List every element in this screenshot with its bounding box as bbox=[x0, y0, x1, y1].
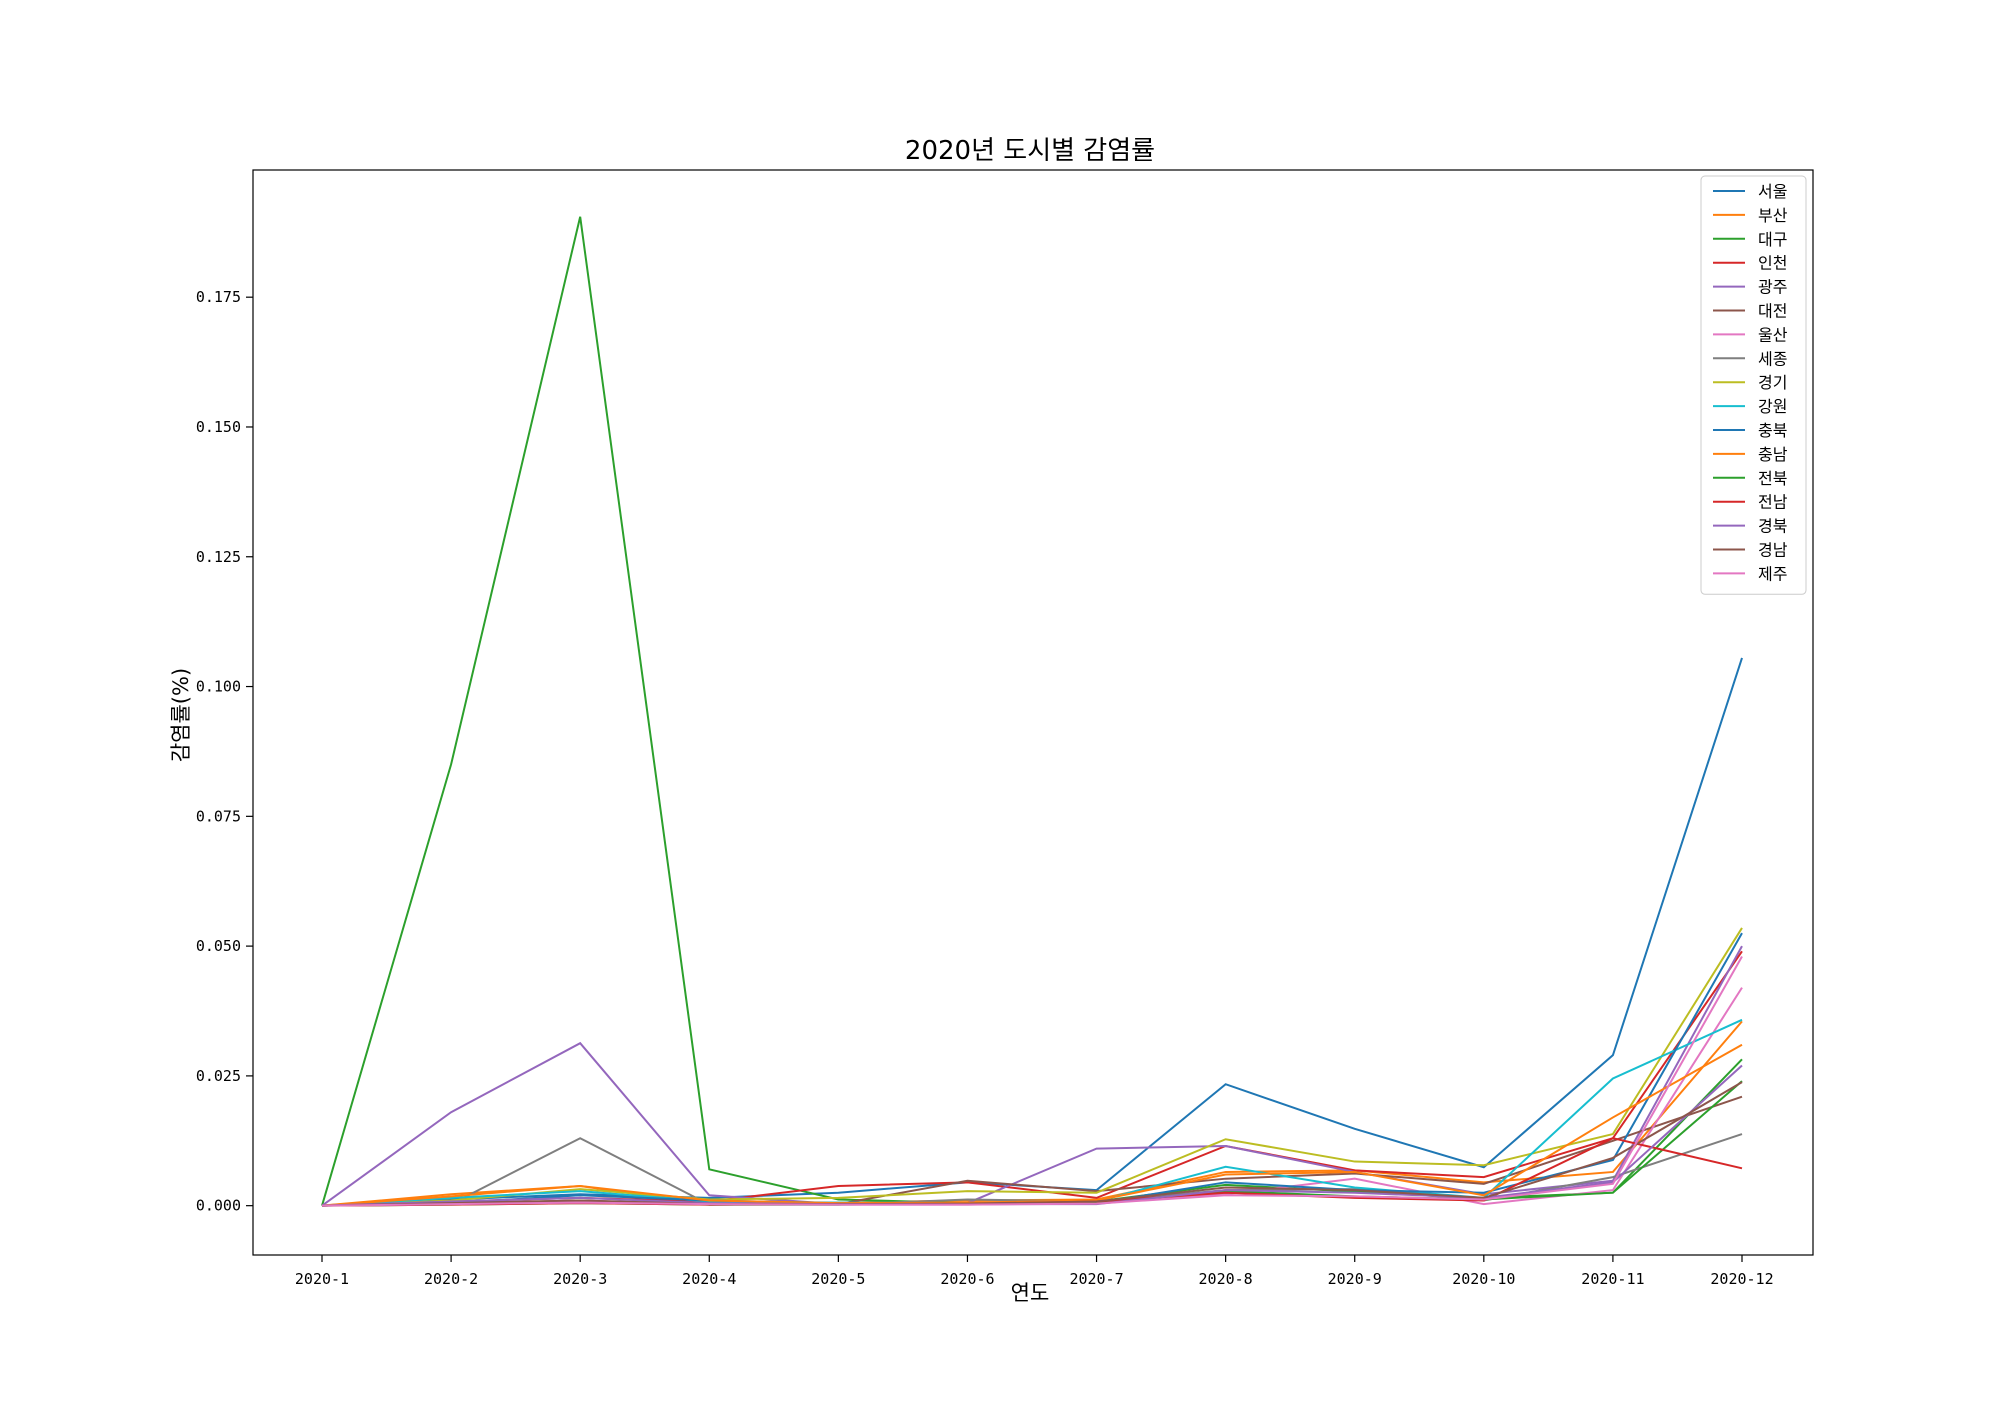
legend-label: 세종 bbox=[1758, 349, 1787, 368]
plot-frame bbox=[252, 169, 1814, 1256]
legend-box bbox=[1700, 175, 1807, 595]
y-tick-label: 0.150 bbox=[196, 418, 241, 436]
series-line-16 bbox=[321, 1081, 1743, 1207]
series-line-17 bbox=[321, 956, 1743, 1207]
legend-label: 대전 bbox=[1758, 302, 1787, 321]
x-tick-label: 2020-9 bbox=[1328, 1270, 1382, 1288]
legend-label: 전북 bbox=[1758, 469, 1787, 488]
x-tick-label: 2020-4 bbox=[682, 1270, 736, 1288]
legend-label: 대구 bbox=[1758, 230, 1787, 249]
plot-area: 2020-1 2020-2 2020-3 2020-4 2020-5 2020-6 2020… bbox=[196, 169, 1814, 1288]
x-tick-label: 2020-7 bbox=[1069, 1270, 1123, 1288]
x-tick-label: 2020-3 bbox=[553, 1270, 607, 1288]
legend-label: 충남 bbox=[1758, 445, 1788, 464]
legend-label: 인천 bbox=[1758, 254, 1787, 273]
legend-label: 제주 bbox=[1758, 564, 1787, 583]
y-tick-label: 0.050 bbox=[196, 937, 241, 955]
x-tick-label: 2020-1 bbox=[295, 1270, 349, 1288]
legend-label: 서울 bbox=[1758, 182, 1787, 201]
x-tick-label: 2020-5 bbox=[811, 1270, 865, 1288]
legend-label: 울산 bbox=[1758, 325, 1788, 344]
y-tick-label: 0.100 bbox=[196, 678, 241, 696]
y-axis-label: 감염률(%) bbox=[169, 668, 193, 762]
y-tick-label: 0.025 bbox=[196, 1067, 241, 1085]
series-line-9 bbox=[321, 927, 1743, 1207]
legend-label: 광주 bbox=[1758, 278, 1787, 297]
x-tick-label: 2020-10 bbox=[1452, 1270, 1515, 1288]
y-tick-label: 0.125 bbox=[196, 548, 241, 566]
legend-label: 부산 bbox=[1758, 206, 1788, 225]
legend-label: 경기 bbox=[1758, 373, 1787, 392]
x-tick-label: 2020-8 bbox=[1199, 1270, 1253, 1288]
legend-label: 강원 bbox=[1758, 397, 1787, 416]
y-tick-label: 0.175 bbox=[196, 288, 241, 306]
y-tick-label: 0.075 bbox=[196, 807, 241, 825]
legend-label: 경북 bbox=[1758, 517, 1787, 536]
x-tick-label: 2020-12 bbox=[1710, 1270, 1773, 1288]
legend-label: 전남 bbox=[1758, 493, 1788, 512]
legend-label: 경남 bbox=[1758, 541, 1788, 560]
series-line-12 bbox=[321, 1043, 1743, 1207]
chart-title: 2020년 도시별 감염률 bbox=[905, 136, 1155, 166]
x-tick-label: 2020-11 bbox=[1581, 1270, 1644, 1288]
legend-label: 충북 bbox=[1758, 421, 1787, 440]
y-tick-label: 0.000 bbox=[196, 1197, 241, 1215]
x-tick-label: 2020-6 bbox=[940, 1270, 994, 1288]
x-tick-label: 2020-2 bbox=[424, 1270, 478, 1288]
x-axis-label: 연도 bbox=[1011, 1281, 1050, 1305]
series-lines bbox=[321, 216, 1743, 1207]
